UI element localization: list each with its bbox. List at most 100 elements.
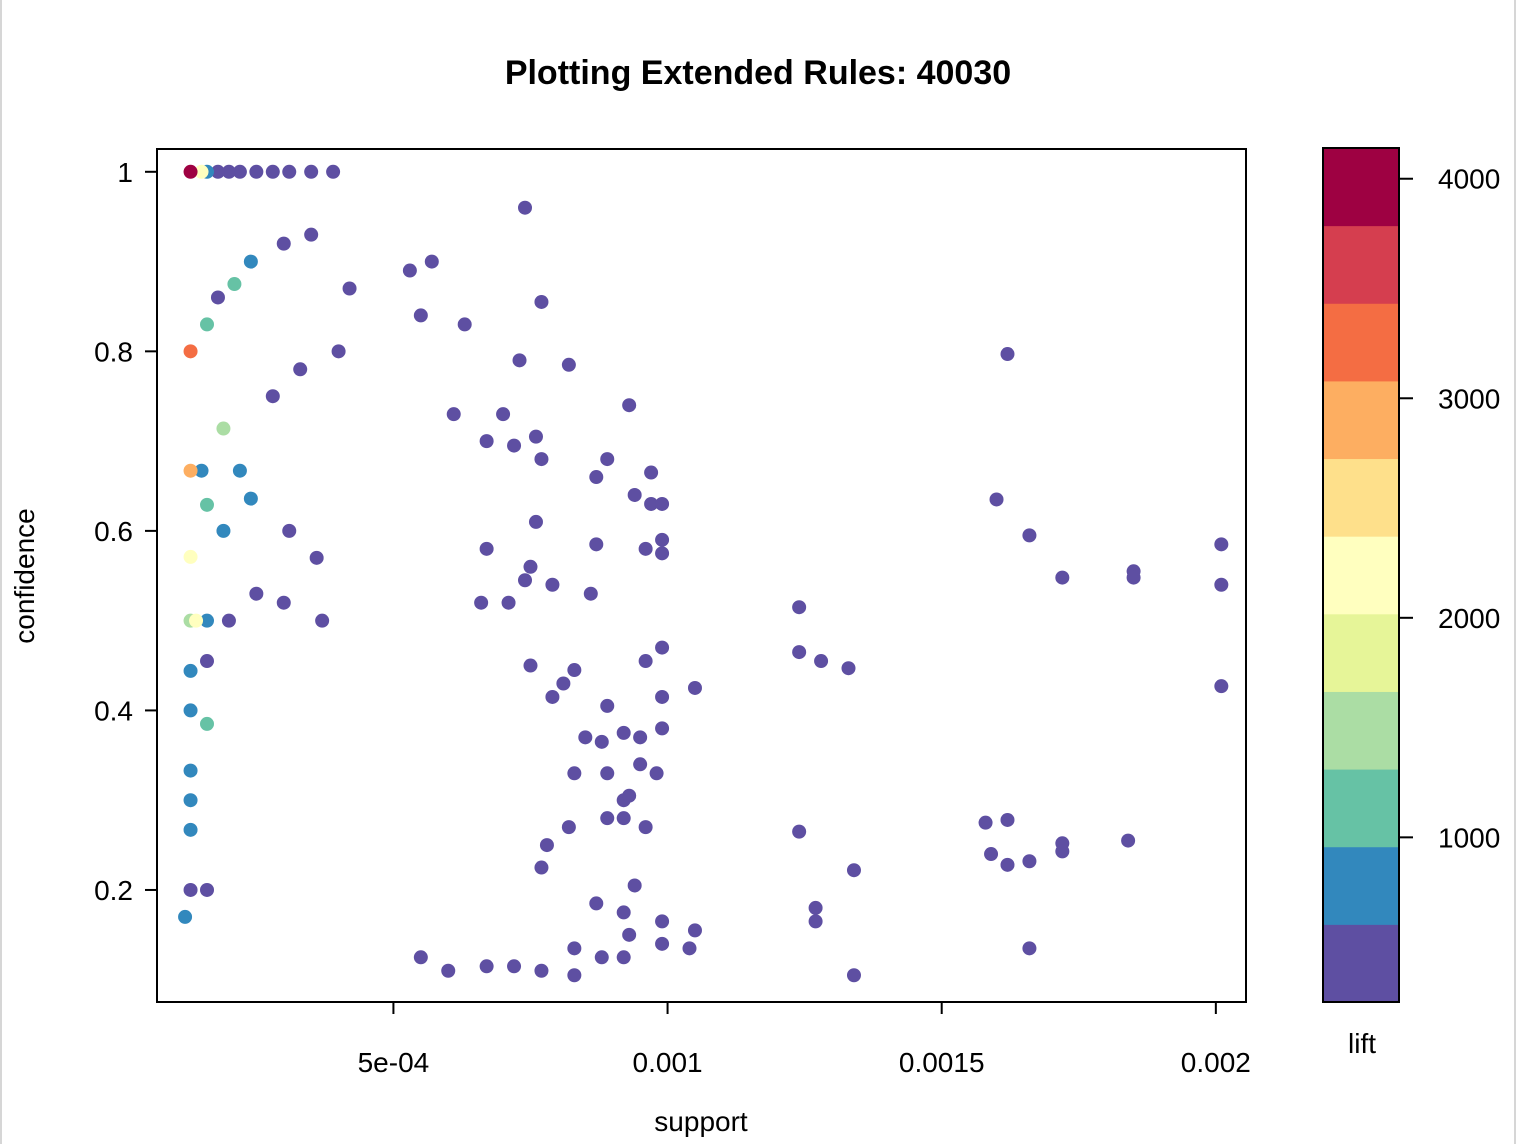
point-49: [655, 640, 670, 655]
point-129: [232, 463, 247, 478]
point-6: [304, 227, 319, 242]
point-116: [1055, 844, 1070, 859]
point-78: [655, 914, 670, 929]
point-31: [600, 452, 615, 467]
point-9: [331, 344, 346, 359]
point-90: [441, 963, 456, 978]
y-tick-label-4: 1: [117, 157, 133, 188]
point-136: [183, 793, 198, 808]
point-143: [200, 716, 215, 731]
point-3: [304, 164, 319, 179]
point-65: [600, 766, 615, 781]
legend-band-0: [1323, 924, 1399, 1003]
x-axis-label: support: [654, 1106, 748, 1137]
point-43: [583, 586, 598, 601]
point-117: [1121, 833, 1136, 848]
legend-band-8: [1323, 303, 1399, 382]
point-128: [194, 463, 209, 478]
point-46: [479, 541, 494, 556]
point-94: [814, 654, 829, 669]
point-34: [644, 465, 659, 480]
point-42: [545, 577, 560, 592]
point-70: [616, 811, 631, 826]
point-88: [507, 959, 522, 974]
x-tick-label-1: 0.001: [633, 1047, 703, 1078]
point-23: [561, 357, 576, 372]
point-20: [457, 317, 472, 332]
point-26: [496, 407, 511, 422]
point-109: [1214, 679, 1229, 694]
point-12: [249, 586, 264, 601]
point-27: [507, 438, 522, 453]
point-103: [1022, 528, 1037, 543]
points-layer: [178, 164, 1229, 983]
x-tick-label-0: 5e-04: [358, 1047, 430, 1078]
legend-band-1: [1323, 846, 1399, 925]
point-97: [808, 900, 823, 915]
point-108: [1214, 577, 1229, 592]
point-125: [200, 882, 215, 897]
legend-band-2: [1323, 769, 1399, 848]
point-100: [846, 968, 861, 983]
point-5: [276, 236, 291, 251]
point-17: [424, 254, 439, 269]
x-tick-label-2: 0.0015: [899, 1047, 985, 1078]
point-2: [282, 164, 297, 179]
point-28: [528, 429, 543, 444]
point-149: [183, 463, 198, 478]
point-87: [534, 963, 549, 978]
legend-tick-label-0: 1000: [1438, 822, 1500, 853]
point-124: [200, 654, 215, 669]
point-54: [556, 676, 571, 691]
y-tick-label-3: 0.8: [94, 336, 133, 367]
y-axis-label: confidence: [9, 508, 40, 643]
point-150: [183, 344, 198, 359]
point-120: [210, 290, 225, 305]
point-132: [216, 523, 231, 538]
point-111: [1000, 812, 1015, 827]
point-37: [655, 532, 670, 547]
point-59: [594, 734, 609, 749]
point-123: [221, 613, 236, 628]
point-139: [200, 613, 215, 628]
point-71: [638, 820, 653, 835]
point-75: [627, 878, 642, 893]
legend-tick-label-1: 2000: [1438, 603, 1500, 634]
point-32: [622, 398, 637, 413]
point-50: [638, 654, 653, 669]
point-21: [413, 308, 428, 323]
point-151: [183, 164, 198, 179]
point-138: [178, 909, 193, 924]
point-38: [655, 546, 670, 561]
point-114: [1022, 854, 1037, 869]
point-40: [528, 514, 543, 529]
point-112: [984, 847, 999, 862]
point-10: [282, 523, 297, 538]
point-36: [655, 496, 670, 511]
point-24: [446, 407, 461, 422]
point-146: [183, 549, 198, 564]
point-61: [633, 730, 648, 745]
x-tick-label-3: 0.002: [1181, 1047, 1251, 1078]
legend-band-6: [1323, 458, 1399, 537]
legend-band-5: [1323, 536, 1399, 615]
point-56: [567, 663, 582, 678]
point-45: [518, 573, 533, 588]
point-69: [600, 811, 615, 826]
legend-band-10: [1323, 148, 1399, 227]
point-57: [523, 658, 538, 673]
point-147: [194, 164, 209, 179]
point-41: [589, 537, 604, 552]
point-48: [501, 595, 516, 610]
point-99: [846, 863, 861, 878]
point-51: [687, 680, 702, 695]
point-93: [792, 645, 807, 660]
point-29: [534, 452, 549, 467]
point-68: [622, 788, 637, 803]
point-82: [682, 941, 697, 956]
point-133: [243, 491, 258, 506]
point-80: [622, 927, 637, 942]
point-86: [567, 968, 582, 983]
point-98: [808, 914, 823, 929]
point-0: [249, 164, 264, 179]
